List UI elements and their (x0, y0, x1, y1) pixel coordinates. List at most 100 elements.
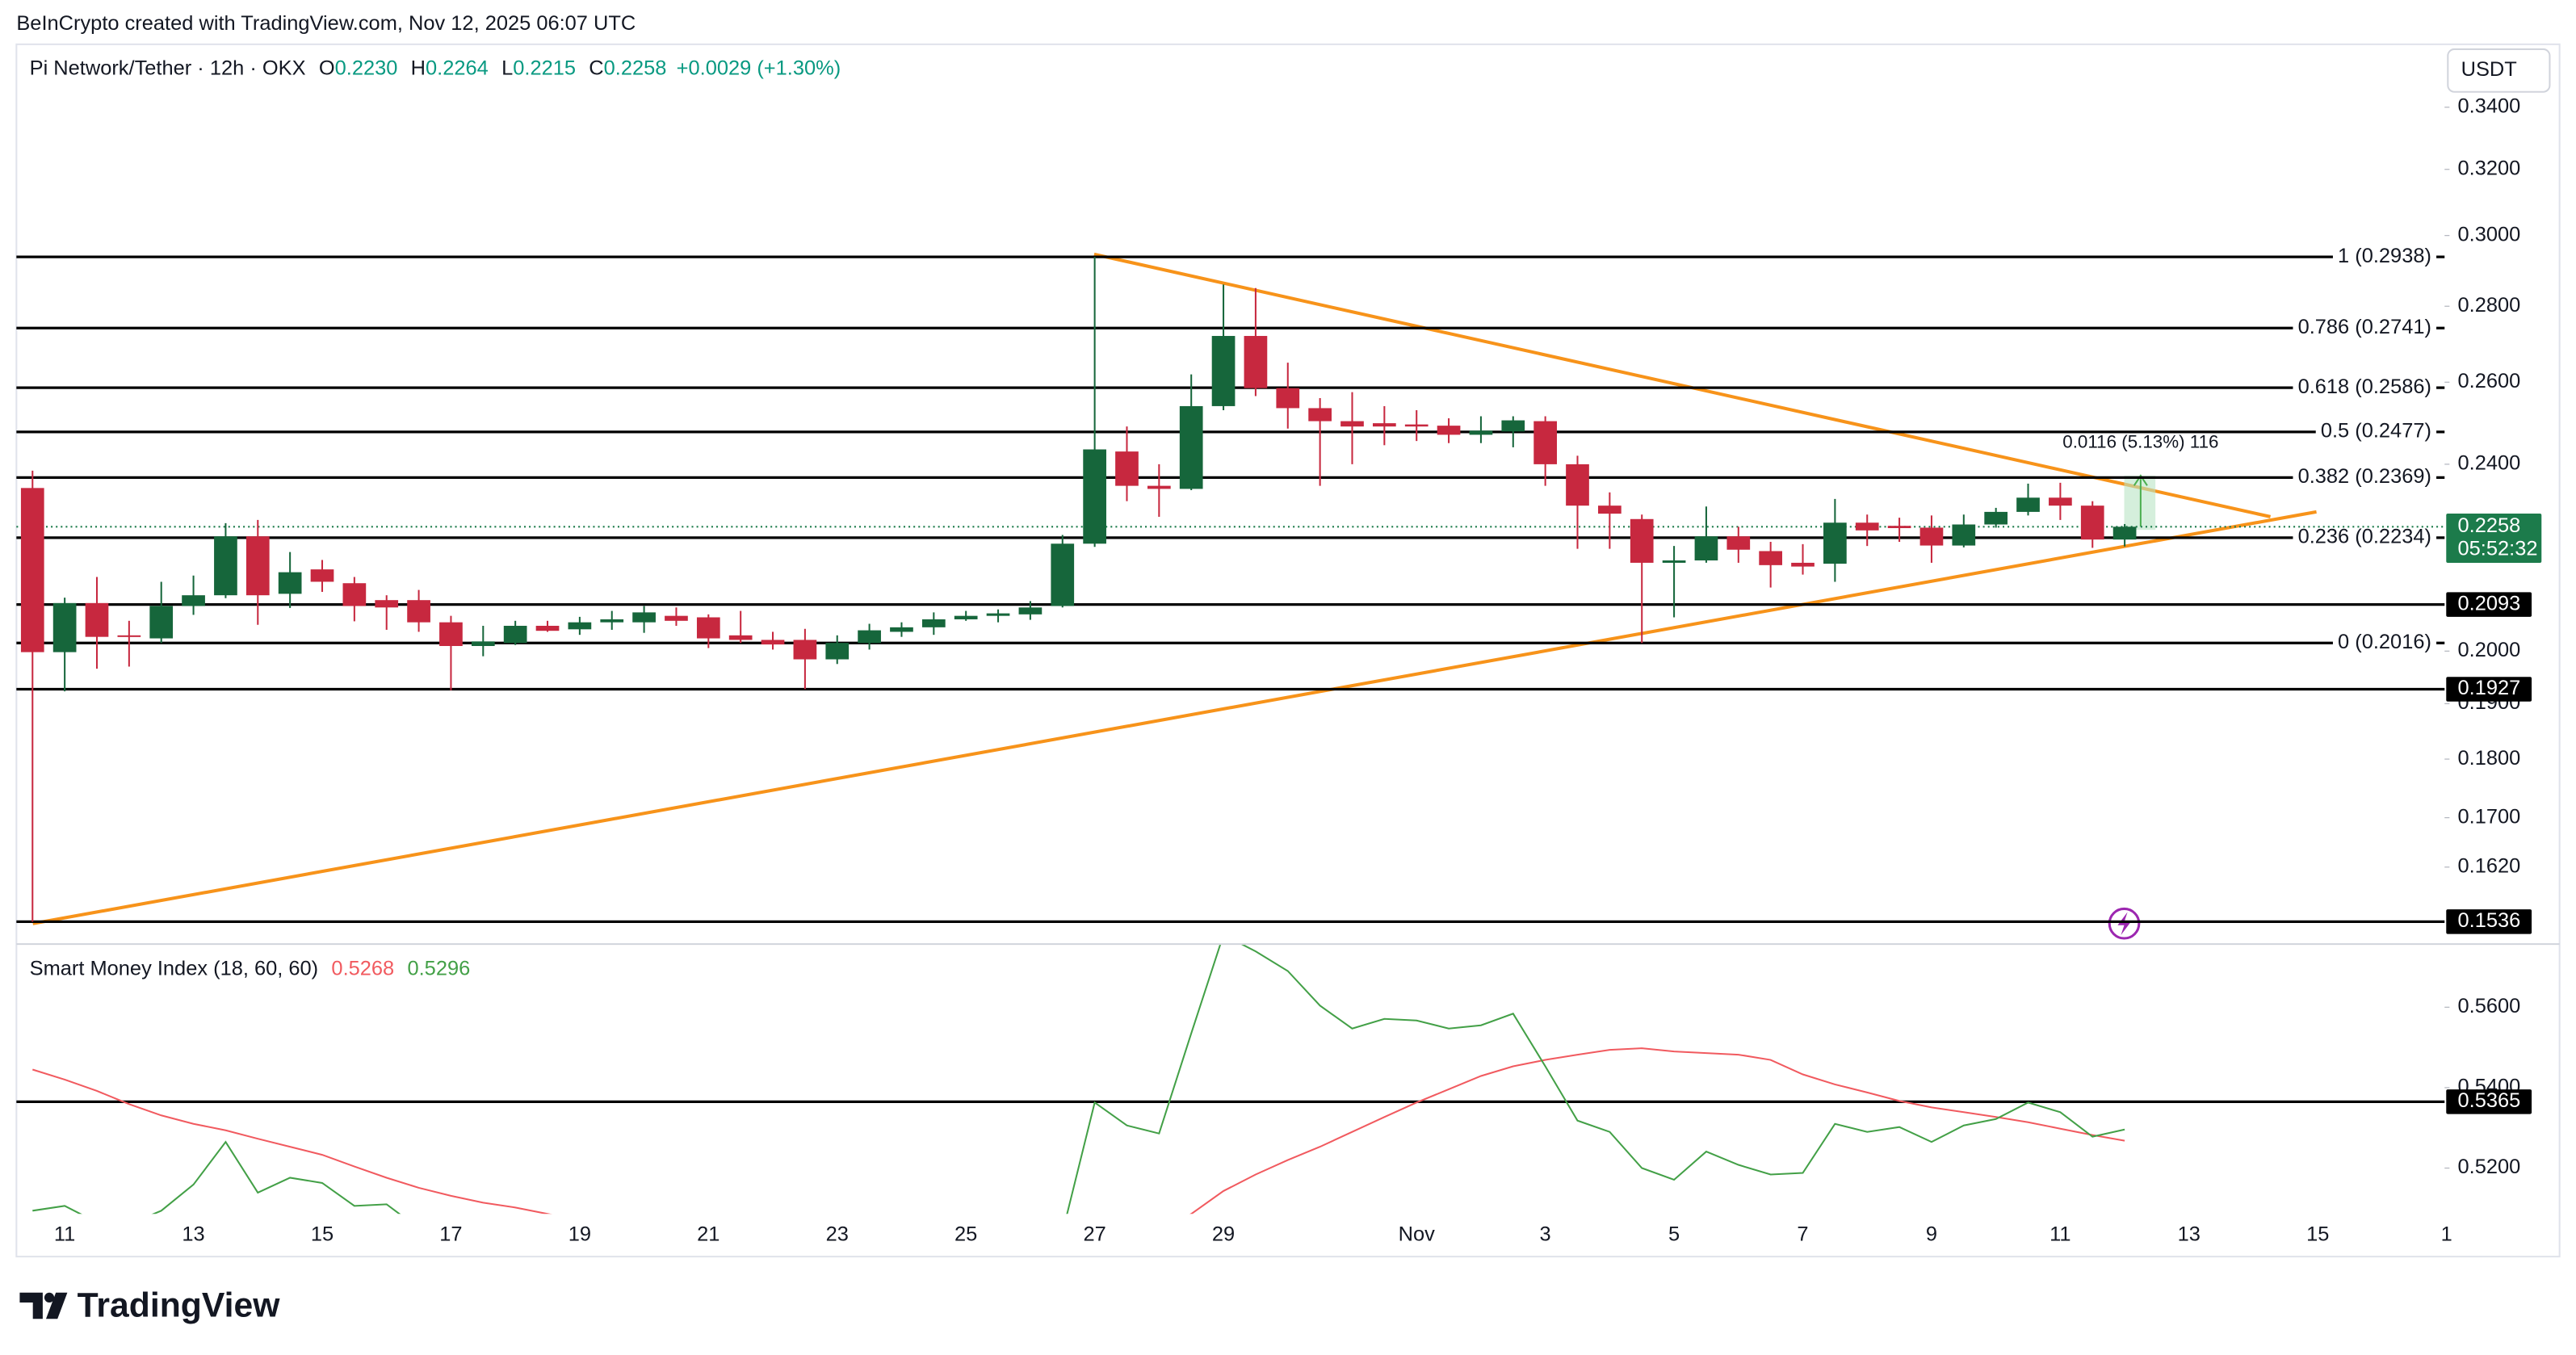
candle-body (1501, 420, 1525, 432)
symbol-title: Pi Network/Tether · 12h · OKX (30, 57, 306, 79)
fib-label-bg (2293, 375, 2437, 398)
x-tick-label: 9 (1926, 1223, 1937, 1245)
x-tick-label: 15 (311, 1223, 334, 1245)
x-tick-label: 7 (1797, 1223, 1808, 1245)
fib-label-bg (2293, 465, 2437, 489)
price-line-label-text: 0.1927 (2458, 677, 2521, 699)
x-tick-label: 1 (2441, 1223, 2452, 1245)
price-line-label-box (2446, 592, 2532, 617)
candle-body (117, 635, 141, 637)
candle-body (1566, 464, 1589, 506)
indicator-line (32, 945, 2125, 1214)
candle-body (342, 583, 367, 606)
legend-value: 0.2215 (513, 57, 576, 79)
candle-body (825, 643, 850, 660)
candle-body (1887, 526, 1911, 529)
candle-body (632, 612, 656, 623)
candle-body (1598, 506, 1622, 514)
indicator-legend-value: 0.5296 (407, 957, 470, 980)
last-price-box (2446, 514, 2542, 564)
candle-body (1147, 485, 1171, 489)
candle-body (1276, 388, 1300, 409)
y-tick-label: 0.5600 (2458, 995, 2521, 1017)
candle-body (2016, 497, 2040, 512)
y-tick-label: 0.3200 (2458, 157, 2521, 179)
price-line-label-text: 0.1536 (2458, 909, 2521, 932)
x-tick-label: 17 (439, 1223, 462, 1245)
indicator-line (31, 1047, 2125, 1214)
indicator-level-label-text: 0.5365 (2458, 1089, 2521, 1112)
x-tick-label: 5 (1668, 1223, 1680, 1245)
candle-body (728, 635, 753, 640)
candles (20, 257, 2137, 922)
currency-button[interactable] (2447, 48, 2551, 93)
candle-body (20, 488, 44, 652)
fib-level-label: 0.382 (0.2369) (2298, 465, 2431, 488)
candle-body (535, 625, 560, 631)
fib-level-label: 0.618 (0.2586) (2298, 375, 2431, 398)
x-tick-label: 19 (568, 1223, 591, 1245)
x-tick-label: 11 (54, 1223, 75, 1245)
price-line-label-box (2446, 909, 2532, 934)
candle-body (1083, 449, 1106, 544)
indicator-title: Smart Money Index (18, 60, 60) (30, 957, 319, 980)
candle-body (52, 602, 77, 652)
fib-label-bg (2332, 630, 2437, 653)
candle-body (921, 619, 946, 627)
candle-body (1726, 536, 1751, 550)
x-tick-label: 11 (2049, 1223, 2070, 1245)
candle-body (1211, 336, 1236, 406)
y-tick-label: 0.1620 (2458, 855, 2521, 878)
candle-body (1437, 426, 1461, 435)
candle-body (954, 615, 978, 619)
candle-body (1855, 522, 1879, 531)
brand-name: TradingView (78, 1286, 281, 1324)
candle-body (1340, 421, 1364, 427)
candle-body (793, 640, 817, 660)
x-tick-label: 3 (1540, 1223, 1551, 1245)
y-tick-label: 0.3000 (2458, 223, 2521, 245)
currency-label[interactable]: USDT (2461, 58, 2517, 81)
fib-label-bg (2293, 525, 2437, 548)
candle-body (696, 617, 720, 639)
legend-change: +0.0029 (+1.30%) (677, 57, 841, 79)
candle-body (1404, 424, 1429, 427)
fib-level-label: 0 (0.2016) (2338, 631, 2431, 653)
price-line-label-text: 0.2093 (2458, 592, 2521, 615)
indicator-lines (31, 945, 2125, 1214)
x-tick-label: 27 (1083, 1223, 1105, 1245)
legend-value: 0.2230 (335, 57, 398, 79)
measure-annotation: 0.0116 (5.13%) 116 (2062, 431, 2218, 451)
candle-body (1694, 536, 1718, 561)
candle-body (1018, 607, 1043, 615)
candle-body (665, 615, 688, 621)
fib-level-label: 0.786 (0.2741) (2298, 316, 2431, 338)
fib-label-bg (2315, 419, 2437, 443)
candle-body (439, 622, 463, 646)
chart-frame (15, 43, 2561, 1258)
legend-key: C (589, 57, 603, 79)
candle-body (149, 606, 174, 639)
fib-label-bg (2332, 244, 2437, 267)
fib-level-label: 1 (0.2938) (2338, 245, 2431, 267)
header-text: BeInCrypto created with TradingView.com,… (16, 12, 636, 35)
upper-trendline (1093, 252, 2272, 518)
legend-key: O (319, 57, 335, 79)
x-tick-label: 13 (2178, 1223, 2201, 1245)
candle-body (182, 595, 205, 606)
candle-body (1791, 562, 1815, 567)
candle-body (1823, 522, 1847, 564)
logo-dot (44, 1292, 55, 1303)
fib-level-label: 0.5 (0.2477) (2321, 420, 2431, 443)
x-tick-label: 13 (182, 1223, 204, 1245)
logo-mark (19, 1292, 43, 1319)
candle-body (1630, 518, 1654, 563)
candle-body (600, 619, 624, 623)
last-price-text: 0.2258 (2458, 514, 2521, 537)
candle-body (1051, 543, 1075, 606)
candle-body (278, 572, 302, 594)
y-tick-label: 0.1800 (2458, 747, 2521, 770)
